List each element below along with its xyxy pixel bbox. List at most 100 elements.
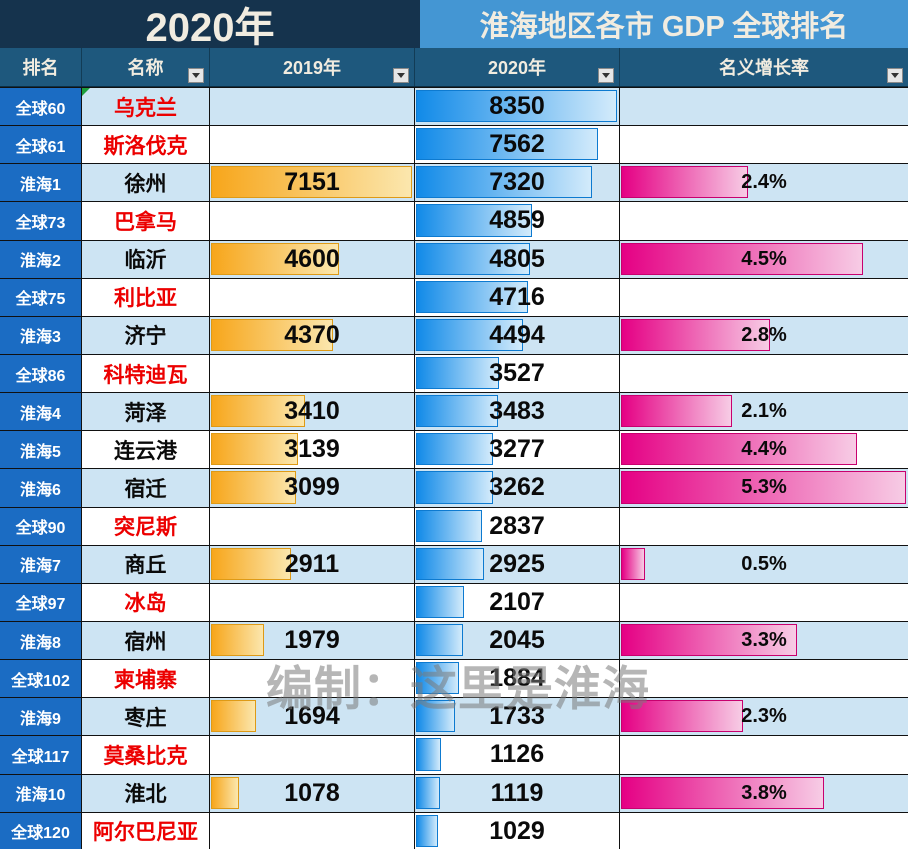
rank-cell: 全球75 (0, 277, 82, 316)
table-row: 淮海2 临沂 4600 4805 4.5% (0, 239, 908, 278)
rank-cell: 全球61 (0, 125, 82, 164)
gdp-2020-cell: 1126 (415, 735, 620, 774)
gdp-2019-cell (210, 659, 415, 698)
growth-cell (620, 735, 908, 774)
gdp-2020-cell: 8350 (415, 87, 620, 126)
table-row: 全球90 突尼斯 2837 (0, 506, 908, 545)
bar-2020 (416, 318, 523, 351)
gdp-2019-cell: 1078 (210, 773, 415, 812)
value-label: 3483 (489, 397, 545, 426)
name-cell: 柬埔寨 (82, 659, 210, 698)
bar-2020 (416, 242, 531, 275)
value-label: 1029 (489, 816, 545, 845)
value-label: 2925 (489, 549, 545, 578)
filter-dropdown-button[interactable] (887, 68, 903, 83)
column-header-rank-label: 排名 (22, 58, 59, 78)
value-label: 1733 (489, 702, 545, 731)
value-label: 3099 (284, 473, 340, 502)
growth-cell (620, 811, 908, 849)
name-cell: 巴拿马 (82, 201, 210, 240)
bar-2019 (211, 471, 297, 504)
bar-growth (621, 433, 858, 466)
filter-dropdown-button[interactable] (393, 68, 409, 83)
table-row: 淮海6 宿迁 3099 3262 5.3% (0, 468, 908, 507)
gdp-2019-cell (210, 811, 415, 849)
bar-growth (621, 623, 798, 657)
chevron-down-icon (397, 73, 405, 78)
bar-growth (621, 318, 771, 351)
filter-dropdown-button[interactable] (598, 68, 614, 83)
bar-2020 (416, 662, 460, 695)
value-label: 8350 (489, 92, 545, 121)
filter-dropdown-button[interactable] (188, 68, 204, 83)
value-label: 4494 (489, 320, 545, 349)
gdp-2019-cell: 4370 (210, 315, 415, 354)
gdp-2020-cell: 4805 (415, 239, 620, 278)
growth-cell: 2.1% (620, 392, 908, 431)
rank-cell: 全球117 (0, 735, 82, 774)
value-label: 4370 (284, 320, 340, 349)
bar-2019 (211, 547, 292, 580)
table-row: 全球117 莫桑比克 1126 (0, 735, 908, 774)
bar-growth (621, 242, 863, 275)
name-cell: 济宁 (82, 315, 210, 354)
bar-growth (621, 547, 646, 580)
table-row: 全球60 乌克兰 8350 (0, 87, 908, 126)
gdp-2019-cell: 1979 (210, 620, 415, 660)
table-row: 全球73 巴拿马 4859 (0, 201, 908, 240)
name-cell: 阿尔巴尼亚 (82, 811, 210, 849)
value-label: 4.4% (741, 438, 787, 461)
table-row: 全球97 冰岛 2107 (0, 582, 908, 621)
gdp-2020-cell: 2837 (415, 506, 620, 545)
value-label: 4.5% (741, 247, 787, 270)
bar-2019 (211, 433, 298, 466)
bar-growth (621, 471, 906, 504)
bar-2020 (416, 280, 529, 313)
value-label: 7562 (489, 130, 545, 159)
gdp-2020-cell: 4716 (415, 277, 620, 316)
name-cell: 冰岛 (82, 582, 210, 621)
name-cell: 临沂 (82, 239, 210, 278)
column-header-row: 排名 名称 2019年 2020年 名义增长率 (0, 48, 908, 87)
name-cell: 利比亚 (82, 277, 210, 316)
value-label: 2107 (489, 587, 545, 616)
column-header-name: 名称 (82, 48, 210, 86)
value-label: 1884 (489, 664, 545, 693)
gdp-2020-cell: 1884 (415, 659, 620, 698)
name-cell: 突尼斯 (82, 506, 210, 545)
name-cell: 连云港 (82, 430, 210, 469)
growth-cell (620, 659, 908, 698)
bar-2020 (416, 700, 456, 733)
value-label: 7320 (489, 168, 545, 197)
value-label: 4600 (284, 244, 340, 273)
gdp-2019-cell: 2911 (210, 544, 415, 583)
value-label: 1694 (284, 702, 340, 731)
name-cell: 科特迪瓦 (82, 353, 210, 393)
gdp-2020-cell: 3262 (415, 468, 620, 507)
rank-cell: 淮海5 (0, 430, 82, 469)
column-header-growth-label: 名义增长率 (719, 58, 809, 78)
name-cell: 斯洛伐克 (82, 125, 210, 164)
gdp-2019-cell (210, 735, 415, 774)
gdp-2020-cell: 3527 (415, 353, 620, 393)
gdp-2019-cell (210, 353, 415, 393)
column-header-2020-label: 2020年 (487, 58, 547, 78)
value-label: 3277 (489, 435, 545, 464)
table-row: 淮海4 菏泽 3410 3483 2.1% (0, 392, 908, 431)
value-label: 5.3% (741, 476, 787, 499)
bar-2020 (416, 90, 617, 123)
growth-cell (620, 277, 908, 316)
bar-2020 (416, 623, 463, 657)
rank-cell: 淮海6 (0, 468, 82, 507)
value-label: 4716 (489, 282, 545, 311)
rank-cell: 全球73 (0, 201, 82, 240)
rank-cell: 淮海3 (0, 315, 82, 354)
bar-2019 (211, 242, 340, 275)
value-label: 1979 (284, 626, 340, 655)
growth-cell: 2.3% (620, 697, 908, 736)
rank-cell: 全球60 (0, 87, 82, 126)
bar-2020 (416, 433, 494, 466)
bar-2019 (211, 395, 306, 428)
bar-2020 (416, 128, 598, 161)
